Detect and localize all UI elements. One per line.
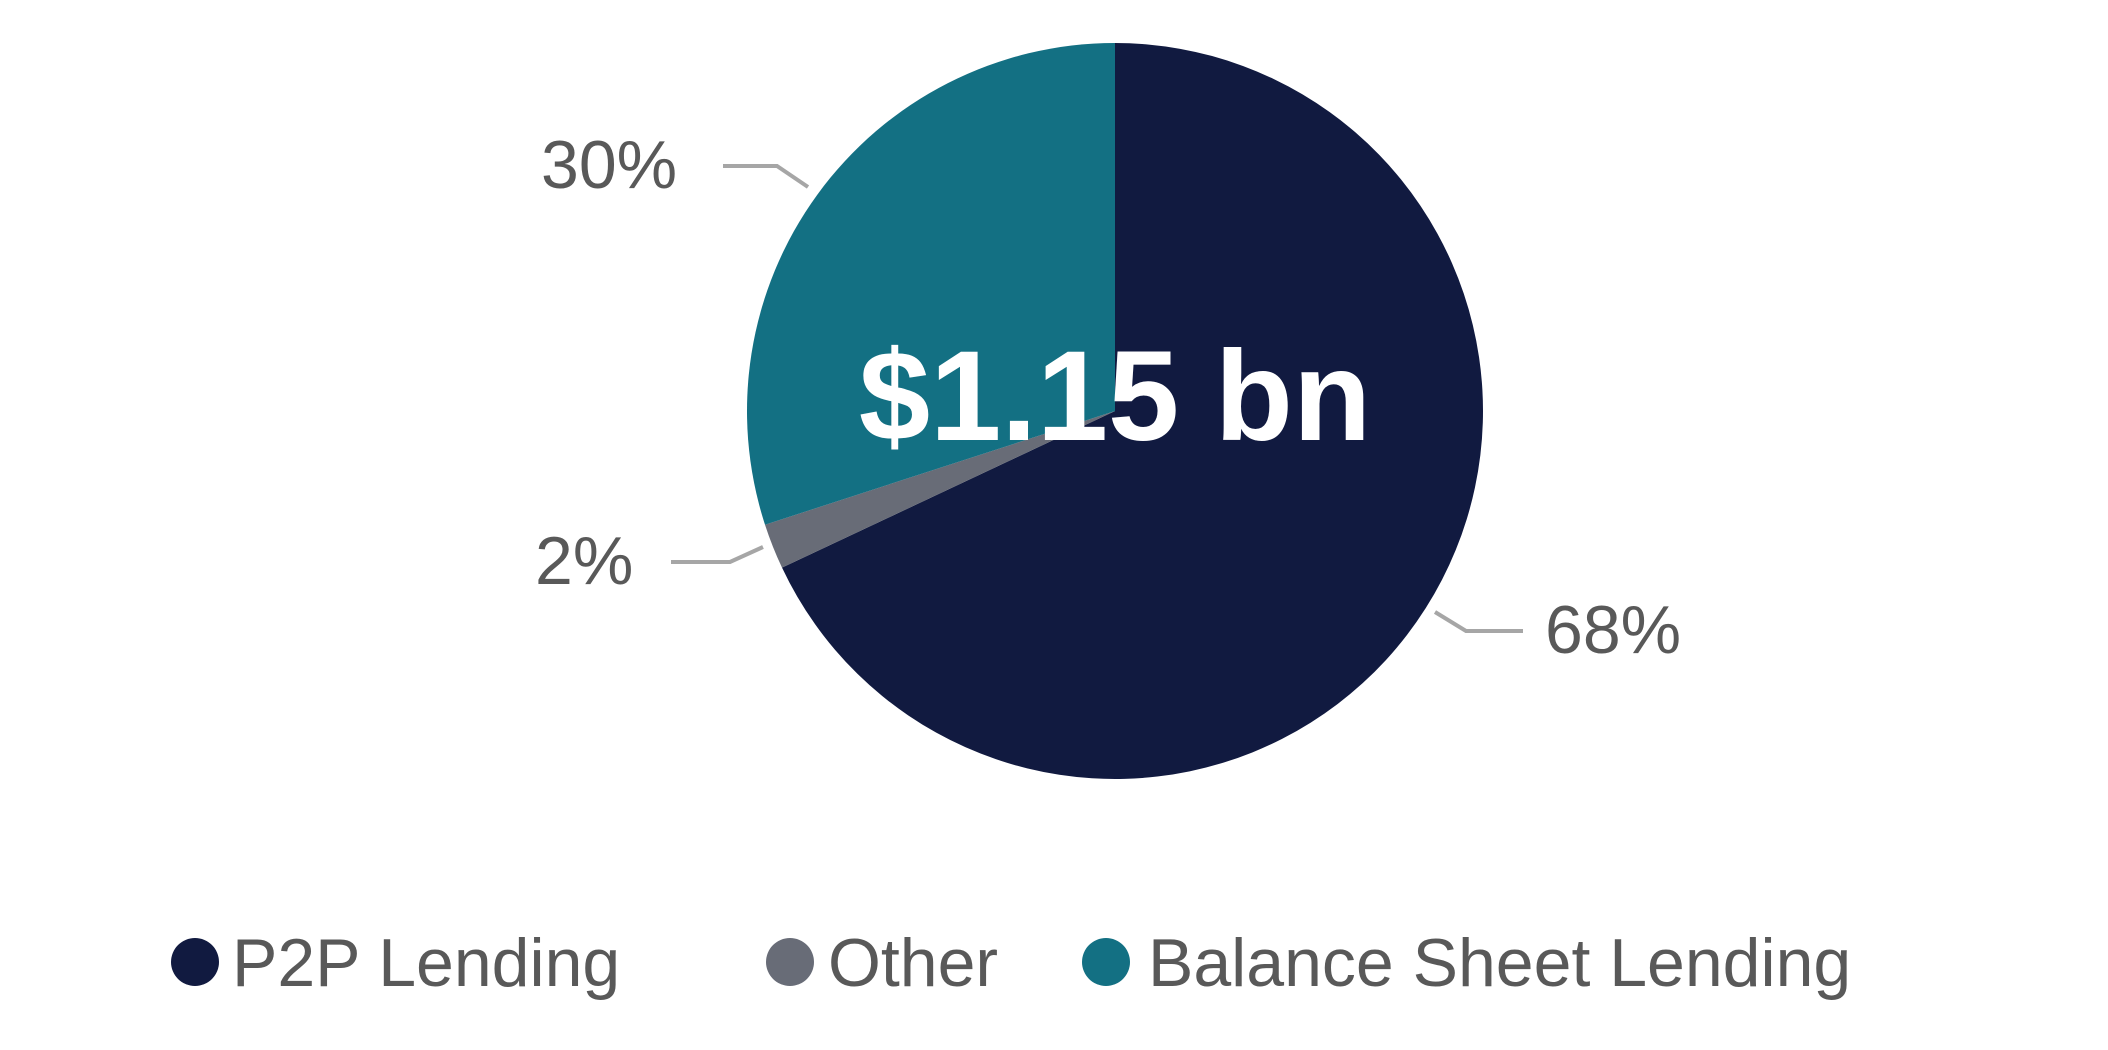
legend-label-p2p: P2P Lending	[232, 925, 620, 1001]
legend-marker-p2p	[171, 938, 219, 986]
legend-label-other: Other	[828, 925, 998, 1001]
label-balance-sheet: 30%	[541, 127, 677, 203]
legend-marker-balance-sheet	[1082, 938, 1130, 986]
pie-slice-balance-sheet-lending	[747, 43, 1115, 525]
label-p2p: 68%	[1545, 592, 1681, 668]
legend-label-balance-sheet: Balance Sheet Lending	[1148, 925, 1851, 1001]
leader-line-other	[671, 545, 764, 564]
legend: P2P Lending Other Balance Sheet Lending	[171, 925, 1851, 1001]
label-other: 2%	[535, 523, 633, 599]
pie-slice-other	[765, 411, 1115, 568]
leader-line-p2p	[1433, 610, 1523, 633]
leader-line-balance-sheet	[723, 164, 810, 189]
legend-marker-other	[766, 938, 814, 986]
pie-slice-p2p-lending	[782, 43, 1483, 779]
center-total-label: $1.15 bn	[859, 325, 1371, 468]
